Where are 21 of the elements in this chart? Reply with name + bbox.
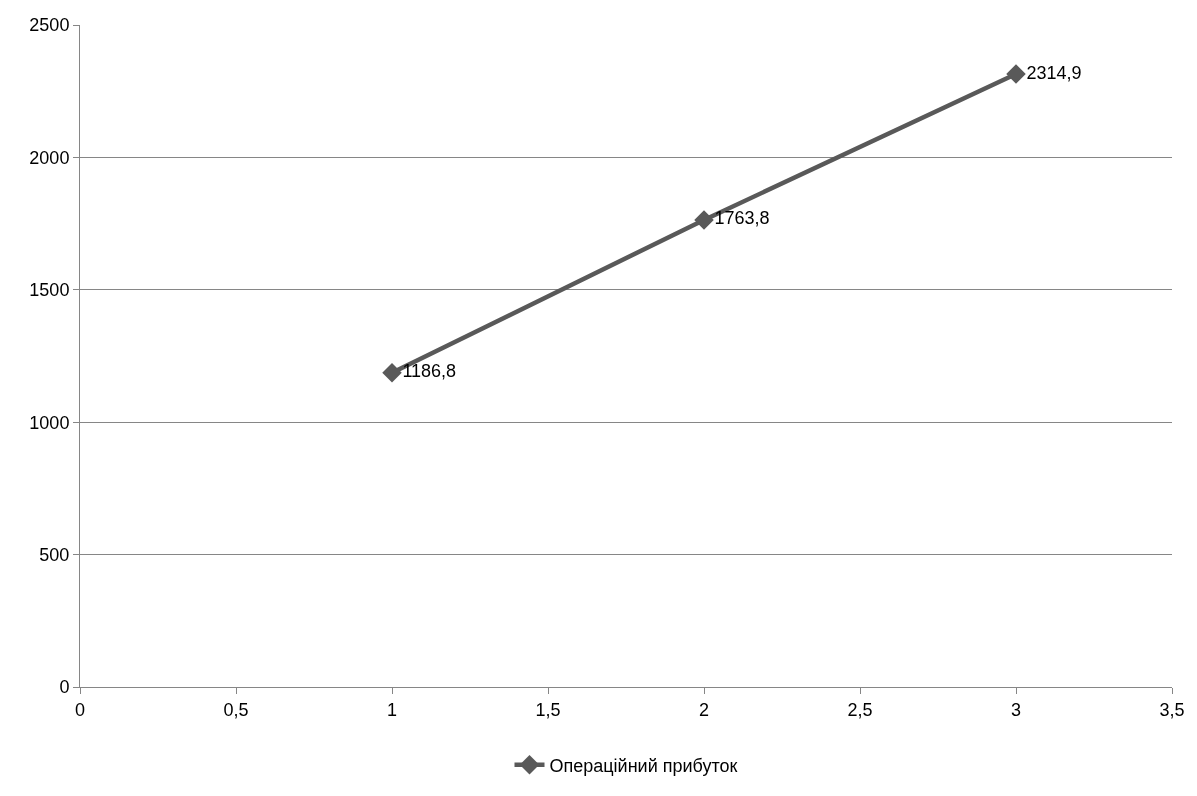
data-label: 2314,9 [1026, 62, 1082, 83]
x-tick-label: 3,5 [1159, 699, 1185, 720]
x-tick-label: 0,5 [223, 699, 249, 720]
y-tick-label: 0 [59, 677, 70, 698]
x-tick-label: 3 [1010, 699, 1022, 720]
y-tick-label: 2500 [29, 15, 70, 36]
x-tick-label: 2 [698, 699, 710, 720]
point [694, 210, 714, 230]
x-tick-label: 1 [386, 699, 398, 720]
x-tick-label: 1,5 [535, 699, 561, 720]
y-tick-label: 2000 [29, 147, 70, 168]
y-tick-label: 1500 [29, 280, 70, 301]
y-tick-label: 500 [39, 544, 70, 565]
data-label: 1763,8 [714, 208, 770, 229]
x-tick-label: 2,5 [847, 699, 873, 720]
y-tick-label: 1000 [29, 412, 70, 433]
legend-label: Операційний прибуток [549, 755, 738, 776]
data-label: 1186,8 [402, 361, 457, 382]
point [382, 362, 402, 383]
x-tick-label: 0 [74, 699, 86, 720]
point [1006, 64, 1026, 84]
